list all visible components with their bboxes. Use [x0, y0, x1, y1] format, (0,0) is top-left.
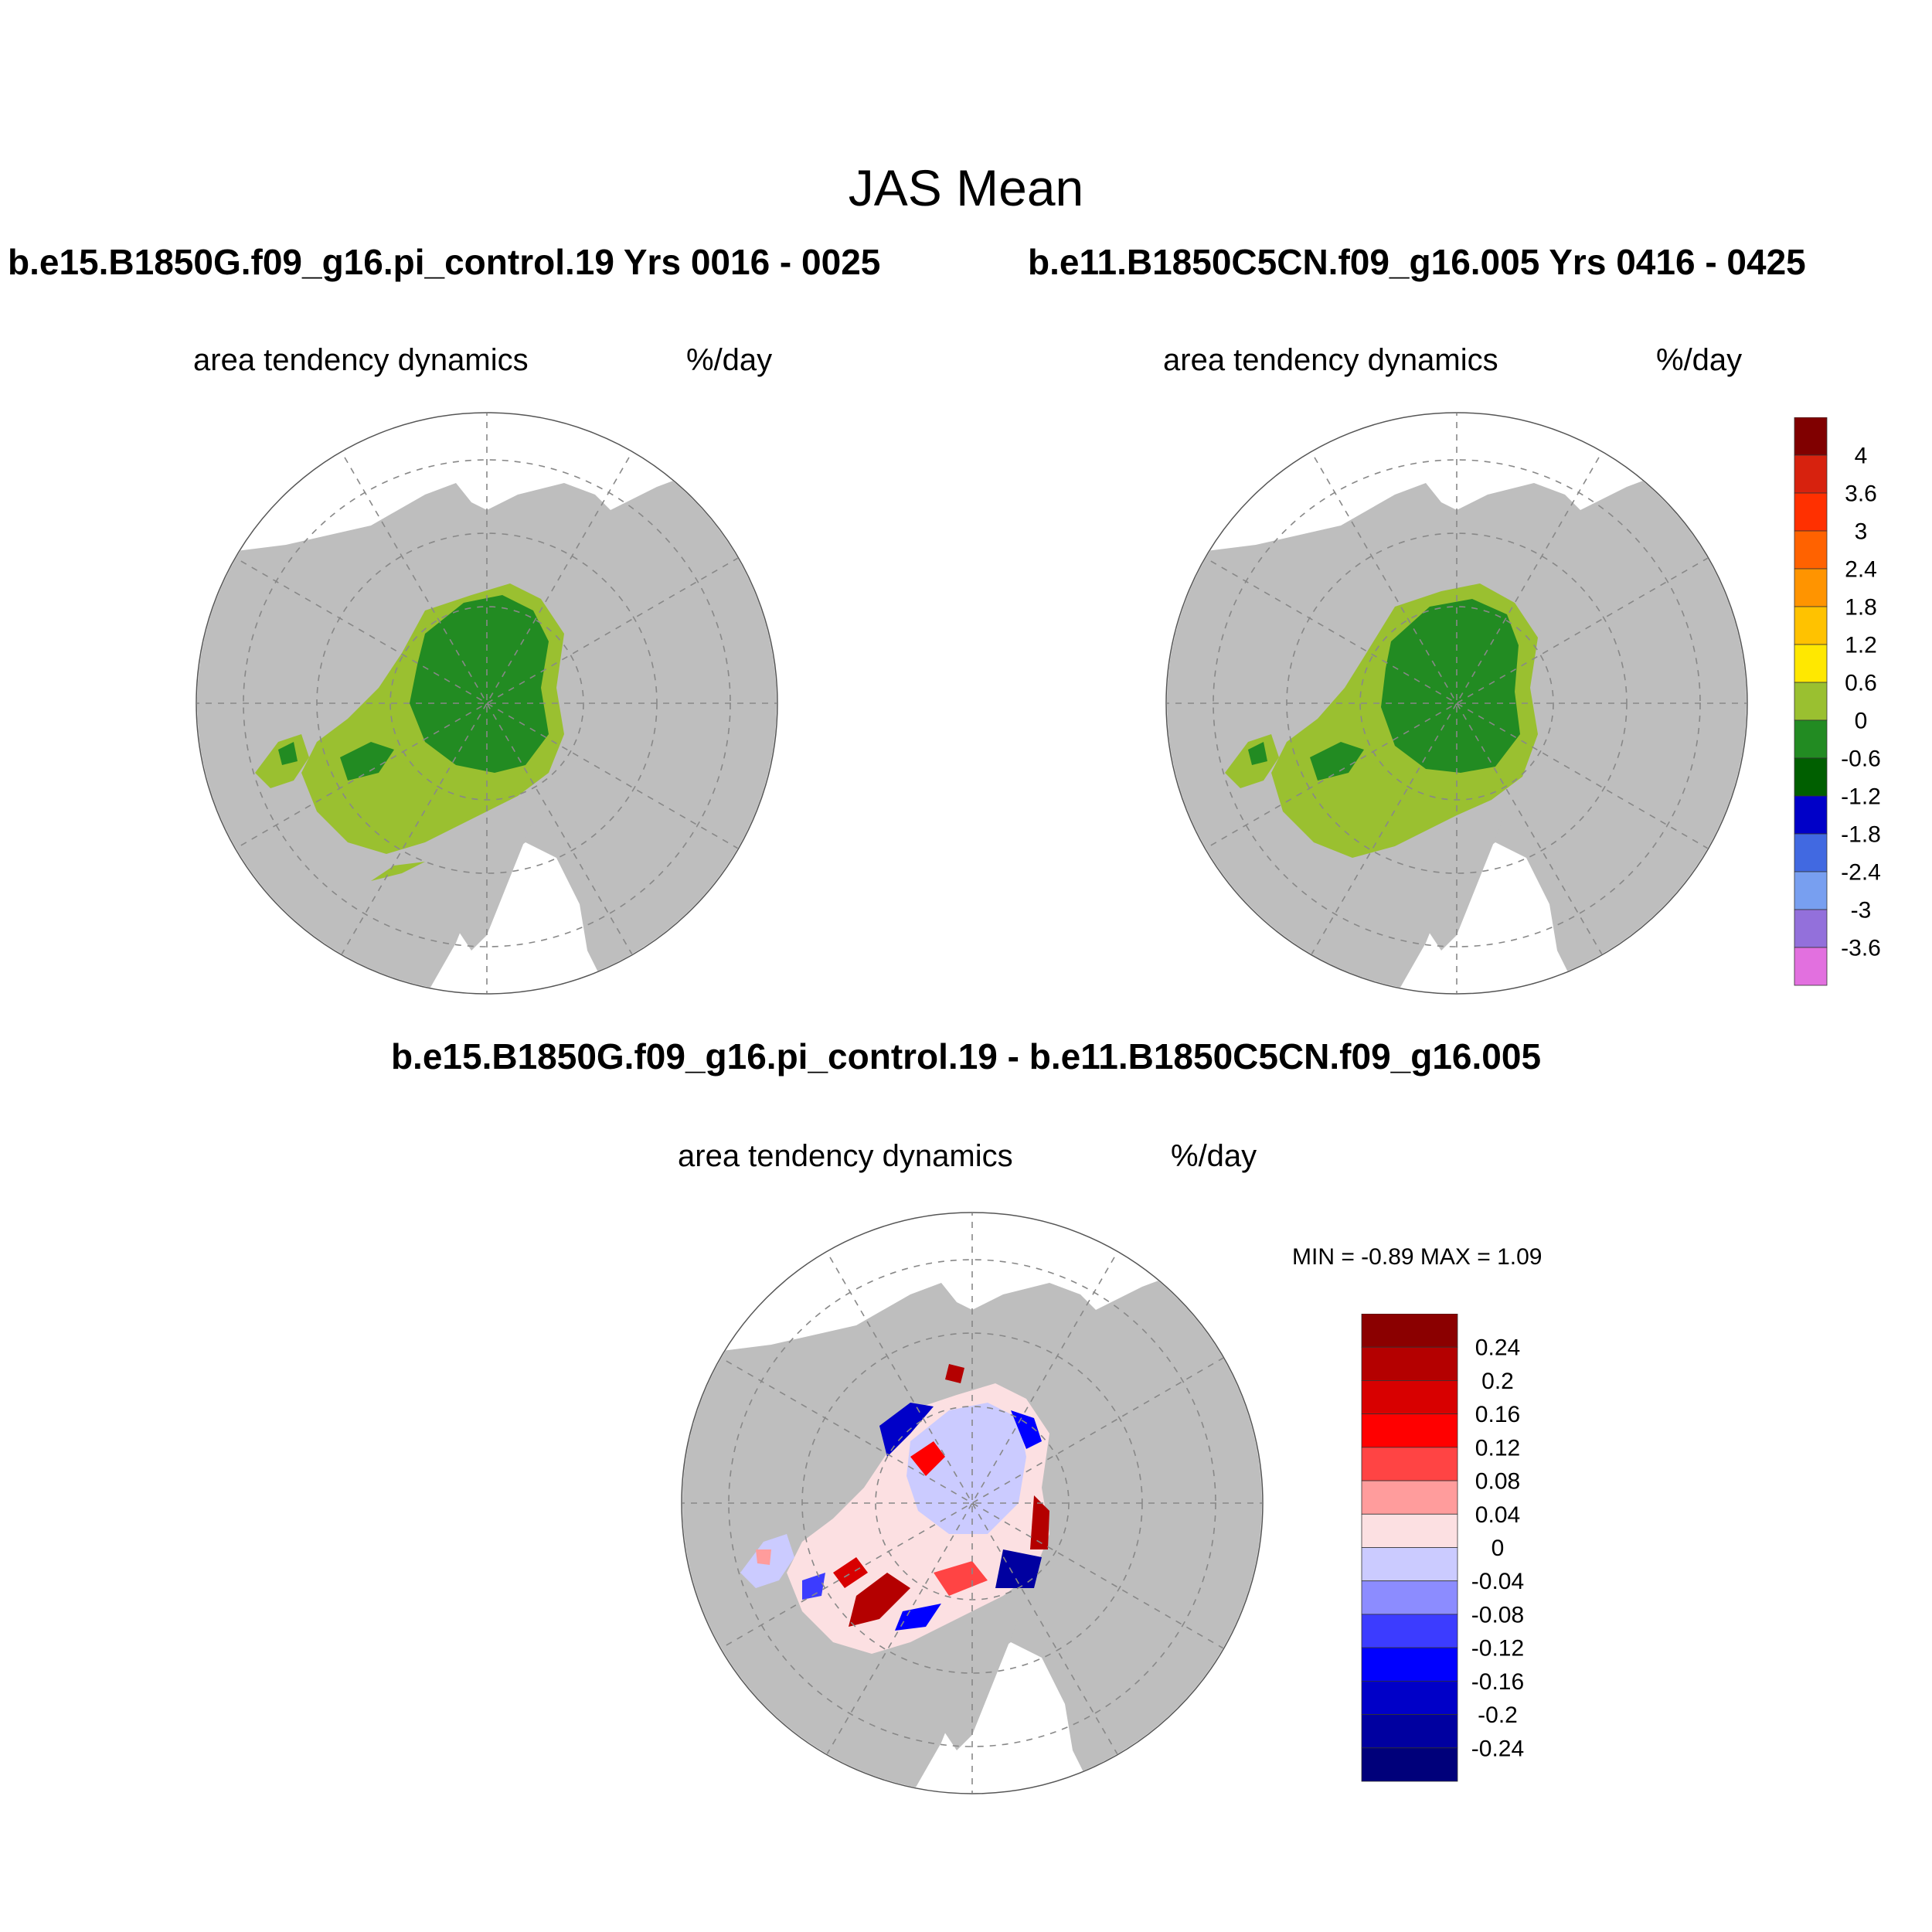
- polar-map-difference: [681, 1212, 1264, 1794]
- colorbar-swatch: [1794, 909, 1828, 948]
- polar-map-panel2: [1165, 412, 1748, 995]
- diff-min-max-stats: MIN = -0.89 MAX = 1.09: [1292, 1244, 1543, 1270]
- colorbar-tick-label: -0.2: [1478, 1702, 1518, 1728]
- ice-core: [1248, 599, 1520, 781]
- colorbar-tick-label: -0.12: [1471, 1636, 1524, 1662]
- colorbar-swatch: [1794, 606, 1828, 645]
- colorbar-tick-label: -0.04: [1471, 1569, 1524, 1594]
- colorbar-swatch: [1361, 1346, 1458, 1381]
- colorbar-tick-label: 0.2: [1481, 1369, 1514, 1394]
- colorbar-tick-label: 0.24: [1475, 1335, 1520, 1361]
- colorbar-swatch: [1794, 833, 1828, 872]
- colorbar-swatch: [1361, 1513, 1458, 1548]
- colorbar-swatch: [1794, 530, 1828, 570]
- ice-difference-field: [740, 1364, 1049, 1654]
- colorbar-swatch: [1361, 1447, 1458, 1481]
- colorbar-tick-label: -3.6: [1841, 936, 1881, 961]
- colorbar-swatch: [1361, 1380, 1458, 1415]
- colorbar-tick-label: 1.2: [1845, 633, 1877, 658]
- colorbar-tick-label: 0.6: [1845, 671, 1877, 696]
- colorbar-swatch: [1361, 1580, 1458, 1615]
- colorbar-tick-label: -2.4: [1841, 860, 1881, 886]
- panel2-units-label: %/day: [1656, 343, 1743, 377]
- panel1-variable-label: area tendency dynamics: [193, 343, 529, 377]
- colorbar-swatch: [1794, 947, 1828, 986]
- colorbar-swatch: [1361, 1314, 1458, 1348]
- colorbar-swatch: [1361, 1547, 1458, 1582]
- diff-units-label: %/day: [1171, 1139, 1257, 1173]
- colorbar-tick-label: 0.12: [1475, 1435, 1520, 1461]
- colorbar-swatch: [1361, 1413, 1458, 1448]
- colorbar-tick-label: -0.08: [1471, 1602, 1524, 1628]
- colorbar-swatch: [1794, 682, 1828, 721]
- colorbar-swatch: [1361, 1747, 1458, 1782]
- colorbar-tick-label: 0.04: [1475, 1502, 1520, 1528]
- colorbar-swatch: [1794, 871, 1828, 910]
- colorbar-tick-label: 0: [1855, 709, 1868, 734]
- colorbar-swatch: [1794, 719, 1828, 759]
- colorbar-difference: 0.24 0.2 0.16 0.12 0.08 0.04 0 -0.04 -0.08 -0.12 -…: [1361, 1314, 1524, 1782]
- colorbar-tick-label: -1.8: [1841, 822, 1881, 848]
- graticule: [682, 1213, 1262, 1793]
- colorbar-tick-label: -1.2: [1841, 784, 1881, 810]
- panel2-variable-label: area tendency dynamics: [1163, 343, 1498, 377]
- colorbar-swatch: [1361, 1680, 1458, 1715]
- graticule: [1167, 413, 1747, 993]
- colorbar-tick-label: -0.6: [1841, 747, 1881, 772]
- diff-case-title: b.e15.B1850G.f09_g16.pi_control.19 - b.e…: [390, 1036, 1542, 1077]
- ice-core: [278, 595, 549, 781]
- colorbar-swatch: [1794, 417, 1828, 456]
- colorbar-tick-label: -3: [1851, 898, 1872, 923]
- colorbar-tick-label: 1.8: [1845, 595, 1877, 621]
- colorbar-swatch: [1794, 644, 1828, 683]
- colorbar-swatch: [1361, 1647, 1458, 1682]
- colorbar-tick-label: 0.08: [1475, 1469, 1520, 1495]
- colorbar-swatch: [1361, 1714, 1458, 1749]
- colorbar-tick-label: 0.16: [1475, 1402, 1520, 1427]
- figure-title: JAS Mean: [848, 159, 1084, 216]
- colorbar-tick-label: 0: [1492, 1536, 1505, 1561]
- panel2-case-title: b.e11.B1850C5CN.f09_g16.005 Yrs 0416 - 0…: [1028, 242, 1806, 282]
- graticule: [197, 413, 777, 993]
- diff-variable-label: area tendency dynamics: [678, 1139, 1013, 1173]
- colorbar-main: 4 3.6 3 2.4 1.8 1.2 0.6 0 -0.6 -1.2 -1.8 -2.4 -3 -3.6: [1794, 417, 1881, 986]
- colorbar-swatch: [1361, 1480, 1458, 1515]
- colorbar-swatch: [1794, 492, 1828, 532]
- colorbar-swatch: [1794, 795, 1828, 835]
- colorbar-swatch: [1794, 454, 1828, 494]
- colorbar-tick-label: 2.4: [1845, 557, 1877, 583]
- colorbar-tick-label: -0.24: [1471, 1736, 1524, 1761]
- colorbar-tick-label: 3: [1855, 519, 1868, 545]
- polar-map-panel1: [196, 412, 778, 995]
- colorbar-swatch: [1794, 757, 1828, 797]
- colorbar-swatch: [1361, 1614, 1458, 1648]
- colorbar-swatch: [1794, 568, 1828, 607]
- panel1-case-title: b.e15.B1850G.f09_g16.pi_control.19 Yrs 0…: [8, 242, 881, 282]
- colorbar-tick-label: -0.16: [1471, 1669, 1524, 1695]
- colorbar-tick-label: 3.6: [1845, 481, 1877, 507]
- colorbar-tick-label: 4: [1855, 444, 1868, 469]
- panel1-units-label: %/day: [686, 343, 773, 377]
